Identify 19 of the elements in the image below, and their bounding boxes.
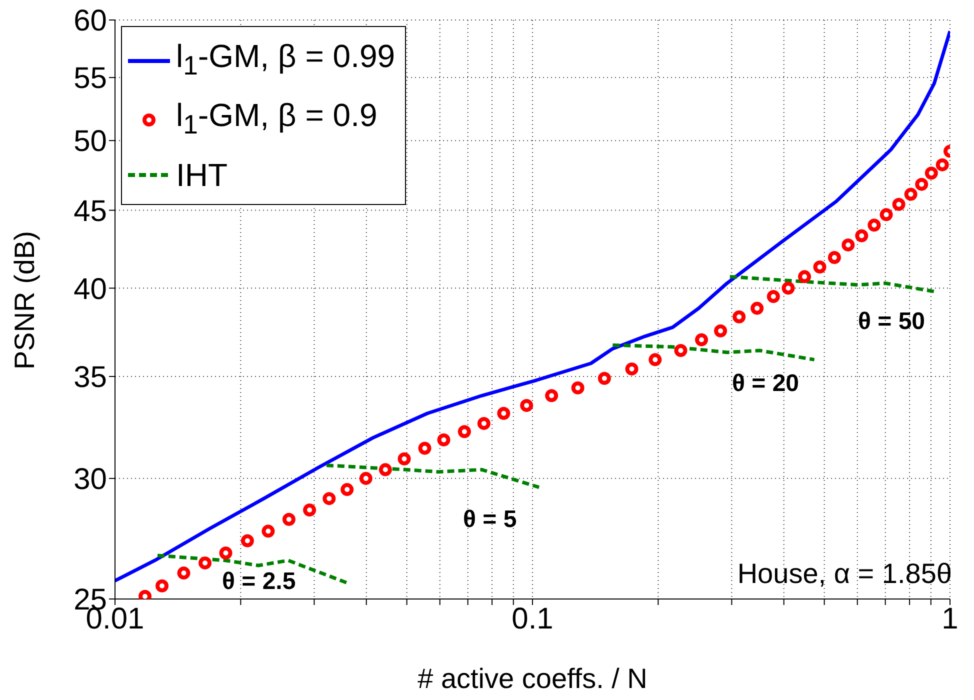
y-tick-label: 55: [74, 62, 107, 96]
x-axis-title: # active coeffs. / N: [418, 663, 648, 694]
y-tick-label: 45: [74, 194, 107, 228]
annotation: θ = 5: [463, 506, 517, 534]
annotation: House, α = 1.85θ: [737, 558, 952, 590]
x-tick-label: 1: [942, 602, 958, 636]
y-tick-label: 50: [74, 125, 107, 158]
y-tick-label: 30: [74, 463, 107, 496]
legend-label: l$_{1}$-GM, β = 0.99: [176, 37, 396, 82]
annotation: θ = 50: [858, 308, 926, 336]
y-axis-title: PSNR (dB): [8, 231, 40, 370]
legend-label: l$_{1}$-GM, β = 0.9: [176, 96, 378, 142]
y-tick-label: 40: [74, 272, 107, 306]
annotation: θ = 2.5: [222, 568, 296, 596]
x-tick-label: 0.1: [512, 602, 554, 636]
y-tick-label: 60: [74, 4, 107, 38]
y-tick-label: 35: [74, 361, 107, 394]
annotation: θ = 20: [732, 370, 800, 398]
legend-label: IHT: [176, 156, 228, 195]
